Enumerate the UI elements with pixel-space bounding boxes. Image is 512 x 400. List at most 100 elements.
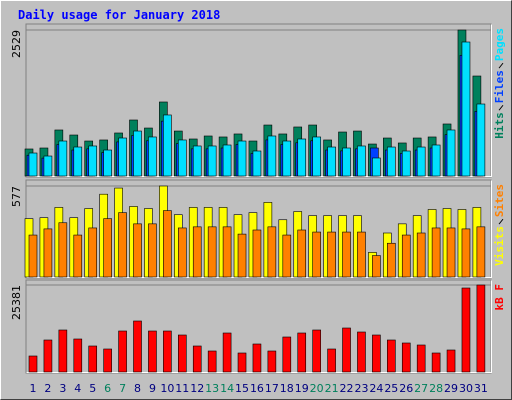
bar <box>207 350 217 373</box>
bar <box>282 140 292 177</box>
x-tick-label: 9 <box>149 382 156 395</box>
bar <box>73 234 83 278</box>
bar <box>476 226 486 278</box>
bar <box>372 157 381 177</box>
legend-label: Pages <box>493 28 506 61</box>
bar <box>88 345 98 373</box>
x-tick-label: 18 <box>280 382 294 395</box>
bar <box>163 330 172 373</box>
bar <box>222 144 232 177</box>
x-tick-label: 8 <box>134 382 141 395</box>
bar <box>461 228 471 278</box>
plot-bevel <box>26 280 492 373</box>
bar <box>133 320 142 373</box>
bar <box>357 331 366 373</box>
x-tick-label: 21 <box>325 382 339 395</box>
bar <box>282 336 292 373</box>
bar <box>148 223 157 278</box>
bar <box>342 327 351 373</box>
legend-separator <box>498 104 504 111</box>
bar <box>178 227 187 278</box>
bar <box>327 231 336 278</box>
x-tick-label: 1 <box>30 382 37 395</box>
legend-label: Sites <box>493 184 506 217</box>
bar <box>416 232 426 278</box>
bar <box>372 334 381 373</box>
bar <box>43 155 53 177</box>
bar <box>28 152 38 177</box>
legend-label: kB F <box>493 284 506 311</box>
legend-label: Hits <box>493 112 506 139</box>
bar <box>297 138 307 177</box>
bar <box>252 229 262 278</box>
bar <box>103 149 112 177</box>
x-tick-label: 28 <box>429 382 443 395</box>
x-tick-label: 5 <box>89 382 96 395</box>
x-tick-label: 30 <box>459 382 473 395</box>
x-tick-label: 7 <box>119 382 126 395</box>
bar <box>163 210 172 278</box>
plot-bevel <box>26 24 492 177</box>
bar <box>252 343 262 373</box>
y-tick-label: 2529 <box>10 30 23 58</box>
bar <box>416 146 426 177</box>
bar <box>401 234 411 278</box>
bar <box>58 140 68 177</box>
bar <box>118 330 127 373</box>
x-tick-label: 23 <box>354 382 368 395</box>
bar <box>103 218 112 278</box>
bar <box>327 146 336 177</box>
bar <box>267 350 277 373</box>
legend-label: Visits <box>493 226 506 266</box>
bar <box>148 330 157 373</box>
bar <box>58 329 68 373</box>
bar <box>192 145 202 177</box>
bar <box>267 135 277 177</box>
y-tick-label: 577 <box>10 186 23 207</box>
x-tick-label: 14 <box>220 382 234 395</box>
bar <box>342 231 351 278</box>
x-tick-label: 27 <box>414 382 428 395</box>
bar <box>207 226 217 278</box>
bar <box>133 223 142 278</box>
bar <box>267 226 277 278</box>
bar <box>237 233 247 278</box>
x-tick-label: 22 <box>340 382 354 395</box>
x-tick-label: 24 <box>369 382 383 395</box>
legend-label: Files <box>493 70 506 103</box>
bar <box>312 136 321 177</box>
bar <box>431 352 441 373</box>
bar <box>446 227 456 278</box>
x-tick-label: 11 <box>175 382 189 395</box>
x-tick-label: 16 <box>250 382 264 395</box>
bar <box>357 231 366 278</box>
bar <box>118 212 127 278</box>
bar <box>222 332 232 373</box>
bar <box>416 344 426 373</box>
bar <box>297 229 307 278</box>
x-tick-label: 20 <box>310 382 324 395</box>
bar <box>58 222 68 278</box>
bar <box>476 284 486 373</box>
bar <box>88 227 98 278</box>
bar <box>192 226 202 278</box>
y-tick-label: 25381 <box>10 285 23 320</box>
bar <box>148 136 157 177</box>
x-tick-label: 15 <box>235 382 249 395</box>
bar <box>461 41 471 177</box>
bar <box>103 348 112 373</box>
bar <box>446 349 456 373</box>
x-tick-label: 13 <box>205 382 219 395</box>
bar <box>28 234 38 278</box>
x-tick-label: 4 <box>74 382 81 395</box>
bar <box>297 332 307 373</box>
bar <box>178 334 187 373</box>
bar <box>446 129 456 177</box>
bar <box>461 287 471 373</box>
x-tick-label: 25 <box>384 382 398 395</box>
bar <box>401 342 411 373</box>
bar <box>431 227 441 278</box>
bar <box>222 226 232 278</box>
